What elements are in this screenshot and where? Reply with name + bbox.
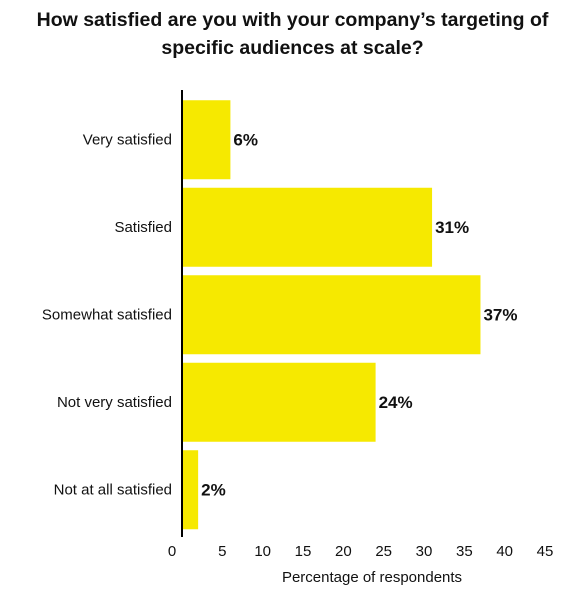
- data-label: 31%: [435, 218, 469, 237]
- chart-title-line-2: specific audiences at scale?: [161, 37, 424, 59]
- bar-4: [182, 450, 199, 530]
- category-label: Somewhat satisfied: [42, 306, 172, 323]
- x-tick-label: 10: [254, 543, 271, 560]
- x-tick-label: 40: [496, 543, 513, 560]
- bar-0: [182, 100, 231, 180]
- category-label: Satisfied: [114, 219, 172, 236]
- x-tick-label: 0: [168, 543, 176, 560]
- data-label: 2%: [201, 480, 226, 499]
- x-tick-label: 25: [375, 543, 392, 560]
- x-tick-label: 5: [218, 543, 226, 560]
- data-label: 37%: [483, 305, 517, 324]
- category-label: Not very satisfied: [57, 394, 172, 411]
- chart-title: How satisfied are you with your company’…: [0, 6, 585, 62]
- x-tick-label: 20: [335, 543, 352, 560]
- category-label: Very satisfied: [83, 131, 172, 148]
- x-tick-label: 30: [416, 543, 433, 560]
- bar-3: [182, 362, 376, 442]
- bar-2: [182, 275, 481, 355]
- category-label: Not at all satisfied: [54, 481, 172, 498]
- x-tick-label: 45: [537, 543, 554, 560]
- x-tick-label: 15: [295, 543, 312, 560]
- chart-title-line-1: How satisfied are you with your company’…: [36, 9, 549, 31]
- x-axis-title: Percentage of respondents: [282, 569, 462, 586]
- data-label: 6%: [233, 130, 258, 149]
- bar-1: [182, 187, 433, 267]
- data-label: 24%: [379, 393, 413, 412]
- x-tick-label: 35: [456, 543, 473, 560]
